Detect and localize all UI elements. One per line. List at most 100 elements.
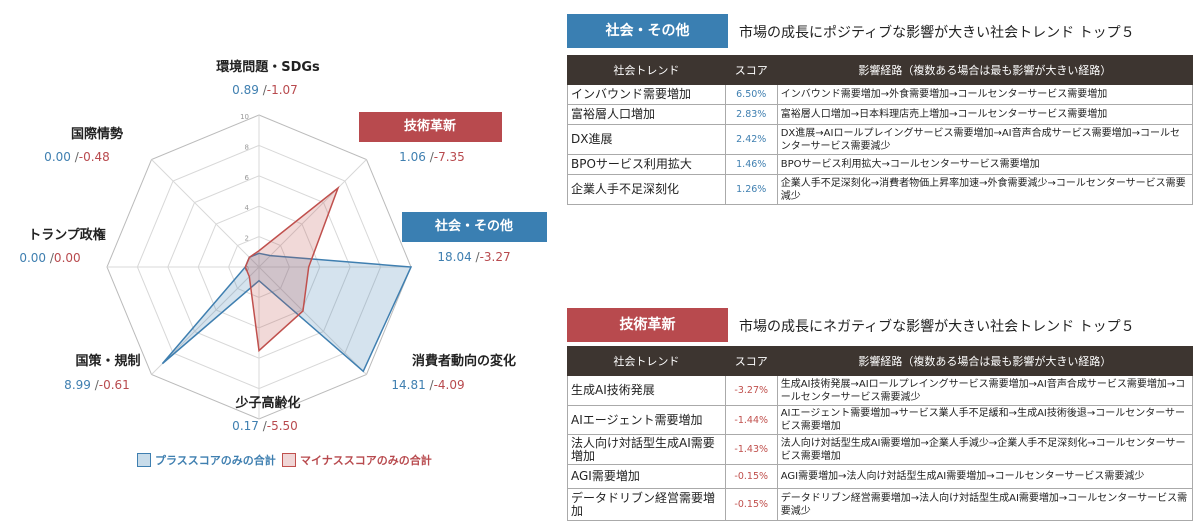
axis-title: トランプ政権	[28, 228, 106, 243]
scale-label: 2	[245, 235, 249, 243]
scale-label: 4	[245, 204, 250, 212]
value-separator: /	[90, 378, 99, 392]
negative-score: -3.27	[479, 250, 511, 264]
axis-values: 0.00 /0.00	[19, 251, 80, 265]
positive-badge: 社会・その他	[567, 14, 728, 48]
path-cell: 富裕層人口増加→日本料理店売上増加→コールセンターサービス需要増加	[776, 104, 1194, 125]
scale-label: 8	[245, 143, 249, 151]
table-row: インバウンド需要増加 6.50% インバウンド需要増加→外食需要増加→コールセンター…	[567, 84, 1194, 105]
value-separator: /	[425, 378, 434, 392]
trend-cell: AIエージェント需要増加	[567, 405, 726, 435]
col-path: 影響経路（複数ある場合は最も影響が大きい経路）	[776, 55, 1194, 85]
score-cell: 6.50%	[724, 84, 778, 105]
path-cell: 企業人手不足深刻化→消費者物価上昇率加速→外食需要減少→コールセンターサービス需…	[776, 174, 1194, 205]
positive-score: 0.00	[44, 150, 71, 164]
grid-spoke	[258, 159, 367, 268]
value-separator: /	[258, 419, 267, 433]
grid-spoke	[258, 266, 367, 375]
score-cell: -0.15%	[724, 464, 778, 489]
table-row: BPOサービス利用拡大 1.46% BPOサービス利用拡大→コールセンターサービス需…	[567, 154, 1194, 175]
col-path: 影響経路（複数ある場合は最も影響が大きい経路）	[776, 346, 1194, 376]
table-row: AIエージェント需要増加 -1.44% AIエージェント需要増加→サービス業人手不足…	[567, 405, 1194, 435]
trend-cell: AGI需要増加	[567, 464, 726, 489]
path-cell: 法人向け対話型生成AI需要増加→企業人手減少→企業人手不足深刻化→コールセンター…	[776, 434, 1194, 465]
negative-badge: 技術革新	[567, 308, 728, 342]
table-row: データドリブン経営需要増加 -0.15% データドリブン経営需要増加→法人向け対話型…	[567, 488, 1194, 521]
col-score: スコア	[724, 346, 778, 376]
col-trend: 社会トレンド	[567, 346, 726, 376]
table-row: 生成AI技術発展 -3.27% 生成AI技術発展→AIロールプレイングサービス需要増…	[567, 375, 1194, 406]
negative-score: -0.48	[78, 150, 110, 164]
axis-title: 消費者動向の変化	[411, 354, 517, 369]
axis-title: 少子高齢化	[235, 396, 301, 411]
positive-panel: 社会・その他 市場の成長にポジティブな影響が大きい社会トレンド トップ５ 社会ト…	[567, 14, 1194, 205]
negative-panel: 技術革新 市場の成長にネガティブな影響が大きい社会トレンド トップ５ 社会トレン…	[567, 308, 1194, 528]
negative-score: -1.07	[266, 83, 298, 97]
axis-values: 0.17 /-5.50	[232, 419, 298, 433]
positive-score: 1.06	[399, 150, 426, 164]
score-cell: -1.44%	[724, 405, 778, 435]
legend-negative-label: マイナススコアのみの合計	[300, 454, 432, 467]
positive-score: 0.17	[232, 419, 259, 433]
path-cell: AIエージェント需要増加→サービス業人手不足緩和→生成AI技術後退→コールセンタ…	[776, 405, 1194, 435]
trend-cell: DX進展	[567, 124, 726, 155]
path-cell: データドリブン経営需要増加→法人向け対話型生成AI需要増加→コールセンターサービ…	[776, 488, 1194, 521]
axis-values: 1.06 /-7.35	[399, 150, 465, 164]
legend-negative: マイナススコアのみの合計	[282, 452, 432, 468]
value-separator: /	[258, 83, 267, 97]
positive-score: 14.81	[391, 378, 426, 392]
axis-values: 0.00 /-0.48	[44, 150, 110, 164]
value-separator: /	[425, 150, 434, 164]
score-cell: 1.26%	[724, 174, 778, 205]
score-cell: -3.27%	[724, 375, 778, 406]
negative-score: -7.35	[433, 150, 465, 164]
legend-negative-swatch	[282, 453, 296, 467]
path-cell: インバウンド需要増加→外食需要増加→コールセンターサービス需要増加	[776, 84, 1194, 105]
positive-score: 0.89	[232, 83, 259, 97]
axis-values: 0.89 /-1.07	[232, 83, 298, 97]
score-cell: -1.43%	[724, 434, 778, 465]
axis-title: 社会・その他	[401, 212, 547, 242]
axis-title: 環境問題・SDGs	[216, 60, 320, 75]
grid-spoke	[151, 266, 260, 375]
axis-title: 国際情勢	[70, 127, 124, 142]
negative-title: 市場の成長にネガティブな影響が大きい社会トレンド トップ５	[739, 319, 1135, 335]
trend-cell: BPOサービス利用拡大	[567, 154, 726, 175]
trend-cell: インバウンド需要増加	[567, 84, 726, 105]
table-row: 法人向け対話型生成AI需要増加 -1.43% 法人向け対話型生成AI需要増加→企業人…	[567, 434, 1194, 465]
series-negative	[244, 185, 340, 353]
positive-score: 18.04	[437, 250, 472, 264]
positive-score: 8.99	[64, 378, 91, 392]
trend-cell: 企業人手不足深刻化	[567, 174, 726, 205]
legend-positive: プラススコアのみの合計	[137, 452, 276, 468]
score-cell: -0.15%	[724, 488, 778, 521]
path-cell: BPOサービス利用拡大→コールセンターサービス需要増加	[776, 154, 1194, 175]
axis-values: 14.81 /-4.09	[391, 378, 464, 392]
table-row: DX進展 2.42% DX進展→AIロールプレイングサービス需要増加→AI音声合成サ…	[567, 124, 1194, 155]
table-row: 富裕層人口増加 2.83% 富裕層人口増加→日本料理店売上増加→コールセンターサービ…	[567, 104, 1194, 125]
legend-positive-label: プラススコアのみの合計	[155, 454, 276, 467]
path-cell: AGI需要増加→法人向け対話型生成AI需要増加→コールセンターサービス需要減少	[776, 464, 1194, 489]
col-trend: 社会トレンド	[567, 55, 726, 85]
negative-score: -5.50	[266, 419, 298, 433]
table-row: 企業人手不足深刻化 1.26% 企業人手不足深刻化→消費者物価上昇率加速→外食需要減…	[567, 174, 1194, 205]
value-separator: /	[70, 150, 79, 164]
trend-cell: 富裕層人口増加	[567, 104, 726, 125]
trend-cell: 生成AI技術発展	[567, 375, 726, 406]
score-cell: 1.46%	[724, 154, 778, 175]
table-row: AGI需要増加 -0.15% AGI需要増加→法人向け対話型生成AI需要増加→コール…	[567, 464, 1194, 489]
score-cell: 2.42%	[724, 124, 778, 155]
path-cell: 生成AI技術発展→AIロールプレイングサービス需要増加→AI音声合成サービス需要…	[776, 375, 1194, 406]
legend-positive-swatch	[137, 453, 151, 467]
col-score: スコア	[724, 55, 778, 85]
scale-label: 10	[240, 113, 249, 121]
negative-score: -4.09	[433, 378, 465, 392]
positive-title: 市場の成長にポジティブな影響が大きい社会トレンド トップ５	[739, 25, 1135, 41]
radar-chart: 1086420	[106, 113, 413, 420]
score-cell: 2.83%	[724, 104, 778, 125]
axis-values: 8.99 /-0.61	[64, 378, 130, 392]
value-separator: /	[46, 251, 54, 265]
grid-spoke	[151, 159, 260, 268]
negative-score: 0.00	[53, 251, 81, 265]
negative-table: 社会トレンド スコア 影響経路（複数ある場合は最も影響が大きい経路） 生成AI技…	[567, 346, 1194, 521]
